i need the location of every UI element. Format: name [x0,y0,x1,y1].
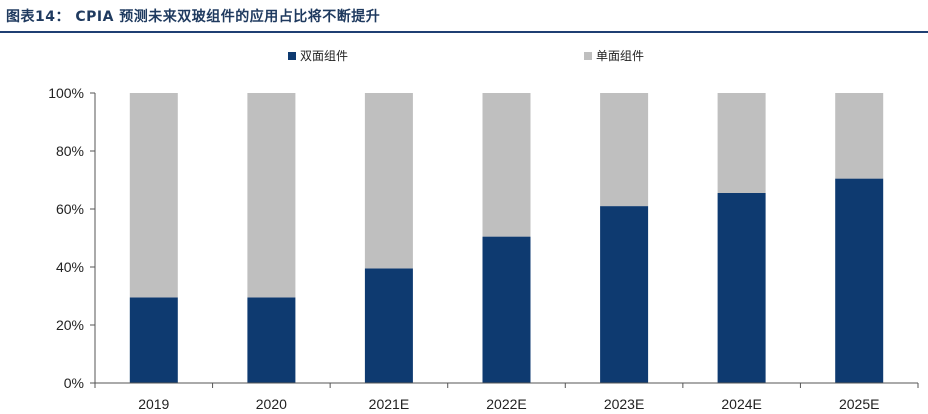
title-divider [0,31,928,33]
chart-legend: 双面组件 单面组件 [0,47,928,65]
legend-swatch-bifacial [288,51,296,60]
bar-bifacial-2022e [482,236,531,383]
y-tick-label-100: 100% [48,85,84,101]
bar-monofacial-2023e [600,93,649,207]
x-tick-label-2020: 2020 [256,396,287,412]
bar-bifacial-2020 [247,297,296,383]
x-tick-label-2019: 2019 [138,396,169,412]
bar-monofacial-2025e [835,93,884,179]
legend-label-bifacial: 双面组件 [300,49,349,63]
legend-label-monofacial: 单面组件 [596,49,645,63]
legend-item-bifacial: 双面组件 [288,47,348,64]
y-tick-label-0: 0% [64,375,84,391]
bar-monofacial-2024e [717,93,766,193]
bar-monofacial-2020 [247,93,296,298]
x-tick-label-2022e: 2022E [486,396,526,412]
y-tick-label-60: 60% [56,201,84,217]
bar-bifacial-2023e [600,206,649,383]
y-tick-label-20: 20% [56,317,84,333]
x-tick-label-2025e: 2025E [839,396,879,412]
bar-bifacial-2021e [364,268,413,383]
x-tick-label-2024e: 2024E [721,396,761,412]
bar-bifacial-2019 [129,297,178,383]
x-tick-label-2021e: 2021E [369,396,409,412]
bar-bifacial-2024e [717,193,766,383]
x-tick-label-2023e: 2023E [604,396,644,412]
bar-bifacial-2025e [835,178,884,383]
bar-monofacial-2022e [482,93,531,237]
figure-title: 图表14： CPIA 预测未来双玻组件的应用占比将不断提升 [6,9,381,25]
y-tick-label-80: 80% [56,143,84,159]
bar-monofacial-2019 [129,93,178,298]
legend-swatch-monofacial [584,51,592,60]
bar-monofacial-2021e [364,93,413,269]
legend-item-monofacial: 单面组件 [584,47,644,64]
y-tick-label-40: 40% [56,259,84,275]
